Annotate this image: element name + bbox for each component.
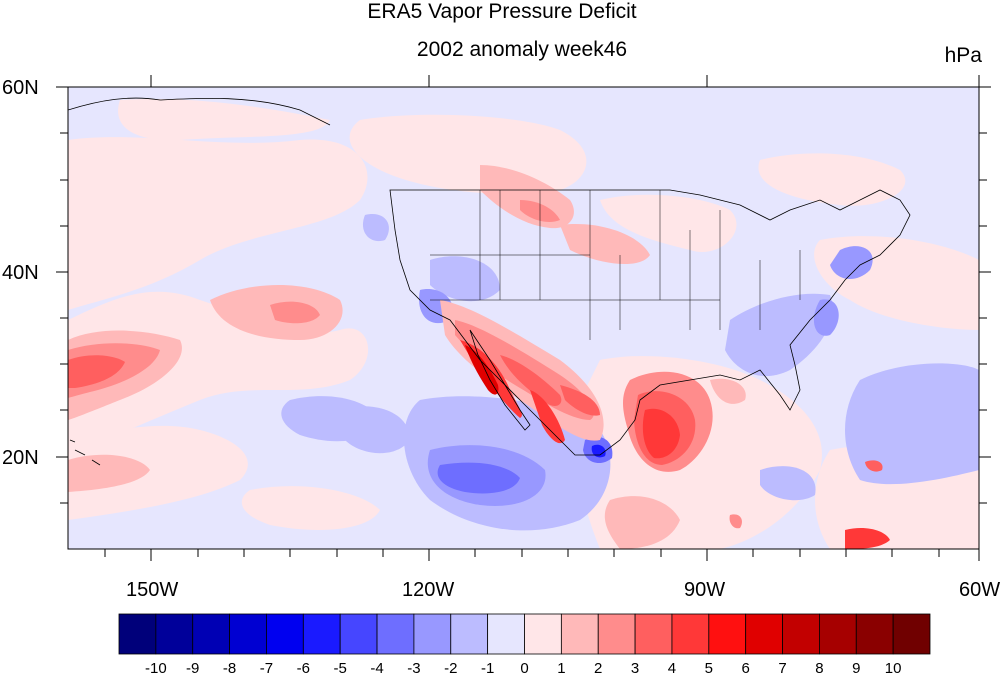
colorbar-swatch <box>192 613 230 655</box>
colorbar-swatch <box>892 613 931 655</box>
colorbar-label: 4 <box>667 660 677 677</box>
colorbar-swatch <box>266 613 304 655</box>
colorbar-swatch <box>671 613 710 655</box>
colorbar-label: -4 <box>370 660 384 677</box>
colorbar-label: -6 <box>296 660 310 677</box>
colorbar-swatch <box>634 613 673 655</box>
colorbar-swatch <box>487 613 525 655</box>
colorbar-swatch <box>745 613 783 655</box>
colorbar-swatch <box>819 613 857 655</box>
y-tick-20n: 20N <box>2 447 39 469</box>
colorbar-label: 6 <box>741 660 750 677</box>
colorbar-swatch <box>302 613 341 655</box>
colorbar-swatch <box>782 613 820 655</box>
colorbar-label: -3 <box>407 660 421 677</box>
colorbar-swatch <box>376 613 415 655</box>
colorbar-label: 9 <box>852 660 861 677</box>
x-tick-60w: 60W <box>959 579 1001 601</box>
baja-outline <box>469 329 531 431</box>
alaska-coast <box>68 97 331 126</box>
colorbar-label: 5 <box>704 660 713 677</box>
southeast-negative <box>725 293 833 377</box>
colorbar-label: 1 <box>557 660 566 677</box>
northwest-positive <box>349 114 587 194</box>
colorbar-swatch <box>155 613 194 655</box>
state-borders <box>430 190 801 340</box>
colorbar-swatch <box>855 613 894 655</box>
colorbar-label: 7 <box>778 660 787 677</box>
caribbean-negative <box>845 363 979 485</box>
colorbar-label: 0 <box>520 660 529 677</box>
colorbar <box>118 613 931 655</box>
colorbar-label: -8 <box>222 660 237 677</box>
colorbar-swatch <box>413 613 452 655</box>
colorbar-label: -1 <box>480 660 495 677</box>
colorbar-swatch <box>118 613 157 655</box>
map-title: ERA5 Vapor Pressure Deficit <box>367 0 637 23</box>
colorbar-label: -9 <box>186 660 200 677</box>
y-tick-40n: 40N <box>2 262 39 284</box>
colorbar-label: 2 <box>594 660 603 677</box>
colorbar-label: 3 <box>630 660 640 677</box>
colorbar-swatch <box>339 613 378 655</box>
colorbar-label: -7 <box>259 660 274 677</box>
axis-ticks <box>56 75 991 561</box>
colorbar-swatch <box>560 613 599 655</box>
colorbar-swatch <box>597 613 636 655</box>
colorbar-swatch <box>524 613 562 655</box>
x-tick-150w: 150W <box>126 579 179 601</box>
colorbar-swatch <box>708 613 747 655</box>
colorbar-label: -10 <box>145 660 167 677</box>
x-tick-120w: 120W <box>402 579 455 601</box>
usa-outline <box>389 189 911 456</box>
colorbar-label: 10 <box>884 660 902 677</box>
anomaly-field <box>68 87 979 549</box>
hawaii-islands <box>69 439 101 466</box>
units-label: hPa <box>944 44 982 67</box>
colorbar-swatch <box>450 613 489 655</box>
map-subtitle: 2002 anomaly week46 <box>416 38 628 61</box>
y-tick-60n: 60N <box>2 77 39 99</box>
coastlines <box>68 97 911 466</box>
colorbar-swatch <box>229 613 267 655</box>
x-tick-90w: 90W <box>684 579 726 601</box>
colorbar-label: -2 <box>444 660 458 677</box>
colorbar-label: -5 <box>333 660 347 677</box>
colorbar-label: 8 <box>815 660 824 677</box>
pacific-north-positive <box>68 137 368 310</box>
